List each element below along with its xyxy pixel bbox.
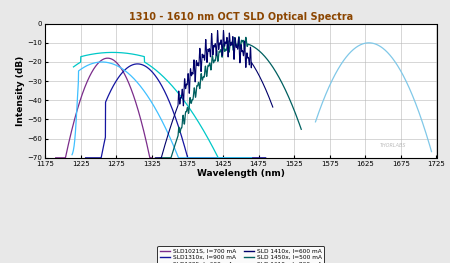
X-axis label: Wavelength (nm): Wavelength (nm)	[197, 169, 285, 178]
Y-axis label: Intensity (dB): Intensity (dB)	[16, 55, 25, 126]
Legend: SLD1021S, I=700 mA, SLD1310x, I=900 mA, SLD1325, I=600 mA, SLD1330x, I=1200 mA, : SLD1021S, I=700 mA, SLD1310x, I=900 mA, …	[158, 246, 324, 263]
Title: 1310 - 1610 nm OCT SLD Optical Spectra: 1310 - 1610 nm OCT SLD Optical Spectra	[129, 12, 353, 22]
Text: THORLABS: THORLABS	[380, 143, 407, 148]
